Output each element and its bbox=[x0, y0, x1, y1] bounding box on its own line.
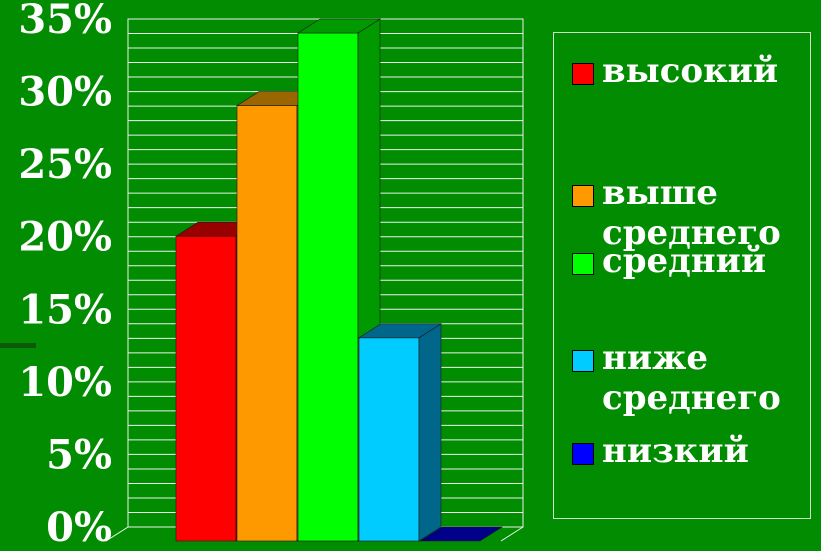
y-tick-label: 0% bbox=[46, 504, 112, 551]
y-tick-label: 5% bbox=[46, 431, 112, 478]
legend-label-high: высокий bbox=[602, 51, 779, 91]
legend-item-below-average: ниже среднего bbox=[572, 338, 781, 418]
legend-swatch-average bbox=[572, 253, 594, 275]
y-axis-ticks: 0% 5% 10% 15% 20% 25% 30% 35% bbox=[18, 0, 112, 551]
chart-legend: высокий выше среднего средний ниже средн… bbox=[553, 32, 811, 519]
legend-item-average: средний bbox=[572, 241, 766, 281]
bar-front bbox=[297, 32, 359, 542]
y-tick-label: 30% bbox=[18, 69, 112, 116]
bar-ниже-среднего bbox=[357, 323, 443, 542]
bar-front bbox=[358, 337, 420, 542]
floor-edge-right bbox=[500, 526, 524, 542]
legend-item-low: низкий bbox=[572, 431, 749, 471]
bar-top bbox=[296, 18, 382, 34]
y-tick-label: 35% bbox=[18, 0, 112, 43]
legend-item-above-average: выше среднего bbox=[572, 173, 781, 253]
chart-bars bbox=[174, 18, 504, 542]
bar-низкий bbox=[418, 526, 504, 542]
bar-side bbox=[418, 323, 442, 542]
bar-top bbox=[357, 323, 443, 339]
bar-top bbox=[418, 526, 504, 542]
legend-swatch-high bbox=[572, 63, 594, 85]
legend-swatch-below-average bbox=[572, 350, 594, 372]
y-tick-label: 10% bbox=[18, 359, 112, 406]
floor-edge-left bbox=[105, 526, 129, 542]
y-tick-label: 20% bbox=[18, 214, 112, 261]
y-tick-label: 15% bbox=[18, 286, 112, 333]
y-tick-label: 25% bbox=[18, 141, 112, 188]
legend-label-low: низкий bbox=[602, 431, 749, 471]
legend-label-above-average: выше среднего bbox=[602, 173, 781, 253]
legend-item-high: высокий bbox=[572, 51, 778, 91]
legend-swatch-low bbox=[572, 443, 594, 465]
legend-label-below-average: ниже среднего bbox=[602, 338, 781, 418]
legend-label-average: средний bbox=[602, 241, 767, 281]
legend-swatch-above-average bbox=[572, 185, 594, 207]
bar-front bbox=[175, 235, 237, 542]
side-marker bbox=[0, 343, 36, 348]
bar-front bbox=[236, 105, 298, 542]
